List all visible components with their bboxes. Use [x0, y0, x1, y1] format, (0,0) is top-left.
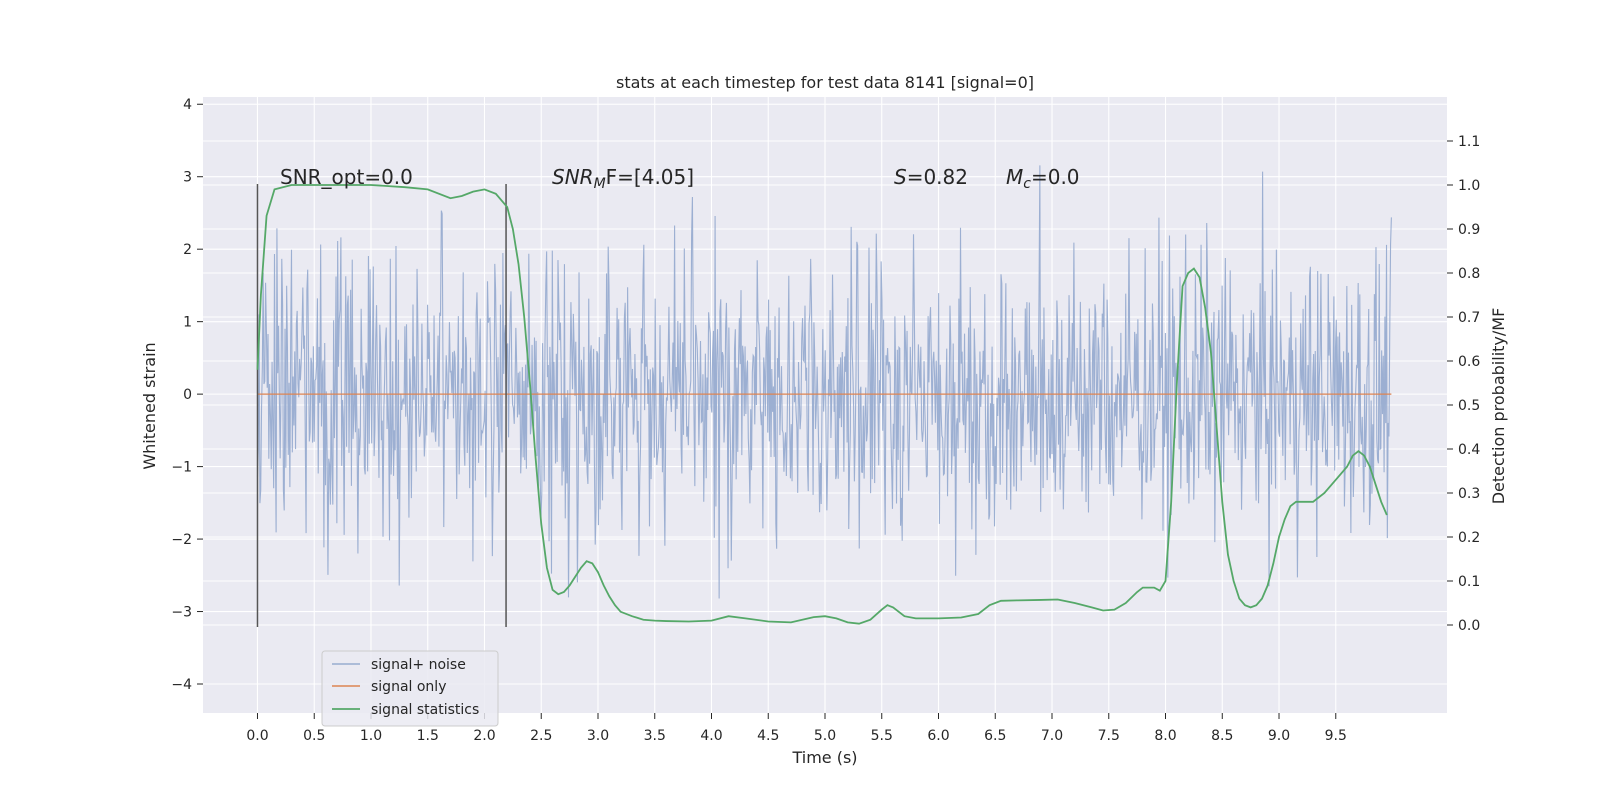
- y-right-tick-label: 1.1: [1458, 134, 1480, 150]
- x-tick-label: 1.0: [360, 728, 382, 744]
- x-axis-ticks: 0.0 0.5 1.0 1.5 2.0 2.5 3.0 3.5 4.0 4.5 5.0 5.5 6.0 6…: [246, 713, 1347, 744]
- y-left-tick-label: −3: [171, 605, 192, 621]
- x-tick-label: 4.5: [757, 728, 779, 744]
- x-tick-label: 0.0: [246, 728, 268, 744]
- y-left-tick-label: −4: [171, 677, 192, 693]
- annotation-s: S=0.82: [894, 165, 968, 189]
- y-right-tick-label: 0.2: [1458, 530, 1480, 546]
- annotation-mc: Mc=0.0: [1006, 165, 1080, 192]
- annotation-snr-mf: SNRMF=[4.05]: [552, 165, 694, 192]
- signal-noise-trace: [256, 165, 1392, 599]
- window-markers: [256, 184, 507, 627]
- y-right-tick-label: 1.0: [1458, 178, 1480, 194]
- y-left-tick-label: −2: [171, 532, 192, 548]
- y-axis-left-ticks: 4 3 2 1 0 −1 −2 −3 −4: [171, 97, 203, 693]
- y-left-tick-label: 3: [183, 170, 192, 186]
- x-tick-label: 8.5: [1211, 728, 1233, 744]
- annotation-snr-opt: SNR_opt=0.0: [280, 165, 413, 189]
- x-tick-label: 3.5: [644, 728, 666, 744]
- signal-statistics-trace: [256, 184, 1388, 625]
- legend-label-noise: signal+ noise: [371, 657, 466, 673]
- y-right-tick-label: 0.3: [1458, 486, 1480, 502]
- x-tick-label: 0.5: [303, 728, 325, 744]
- y-right-tick-label: 0.6: [1458, 354, 1480, 370]
- y-right-tick-label: 0.4: [1458, 442, 1480, 458]
- y-left-tick-label: 2: [183, 242, 192, 258]
- noise-path: [256, 165, 1392, 599]
- x-axis-title: Time (s): [791, 748, 857, 767]
- x-tick-label: 2.5: [530, 728, 552, 744]
- y-right-tick-label: 0.7: [1458, 310, 1480, 326]
- x-tick-label: 6.5: [984, 728, 1006, 744]
- x-tick-label: 7.0: [1041, 728, 1063, 744]
- y-left-tick-label: 0: [183, 387, 192, 403]
- y-left-tick-label: −1: [171, 460, 192, 476]
- x-tick-label: 5.5: [871, 728, 893, 744]
- legend-label-signal-only: signal only: [371, 679, 446, 695]
- y-axis-right-ticks: 1.1 1.0 0.9 0.8 0.7 0.6 0.5 0.4 0.3 0.2 0.1 0.0: [1447, 134, 1480, 634]
- y-axis-right-title: Detection probability/MF: [1489, 308, 1508, 505]
- y-right-tick-label: 0.0: [1458, 618, 1480, 634]
- x-tick-label: 9.5: [1325, 728, 1347, 744]
- y-right-tick-label: 0.5: [1458, 398, 1480, 414]
- y-right-tick-label: 0.9: [1458, 222, 1480, 238]
- y-left-tick-label: 4: [183, 97, 192, 113]
- x-tick-label: 2.0: [473, 728, 495, 744]
- y-right-tick-label: 0.8: [1458, 266, 1480, 282]
- y-axis-left-title: Whitened strain: [140, 342, 159, 469]
- x-tick-label: 7.5: [1098, 728, 1120, 744]
- x-tick-label: 9.0: [1268, 728, 1290, 744]
- y-right-tick-label: 0.1: [1458, 574, 1480, 590]
- legend-box: [321, 650, 499, 727]
- x-tick-label: 3.0: [587, 728, 609, 744]
- x-tick-label: 4.0: [700, 728, 722, 744]
- x-tick-label: 1.5: [417, 728, 439, 744]
- legend: signal+ noise signal only signal statist…: [321, 650, 499, 727]
- y-left-tick-label: 1: [183, 315, 192, 331]
- x-tick-label: 5.0: [814, 728, 836, 744]
- chart-title: stats at each timestep for test data 814…: [616, 73, 1034, 92]
- x-tick-label: 8.0: [1154, 728, 1176, 744]
- x-tick-label: 6.0: [927, 728, 949, 744]
- legend-label-statistics: signal statistics: [371, 702, 479, 718]
